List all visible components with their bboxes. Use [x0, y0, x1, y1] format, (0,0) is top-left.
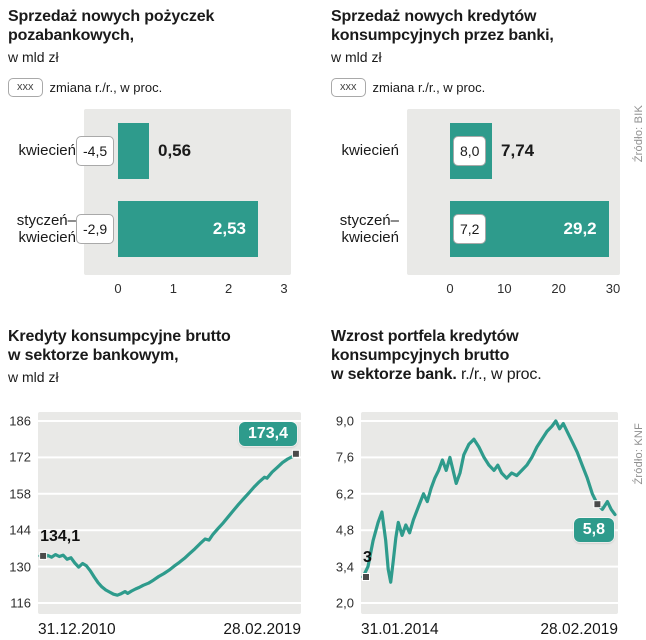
x-axis-start-date: 31.01.2014	[361, 621, 439, 638]
y-tick-label: 186	[9, 413, 31, 429]
chart-title-text: Kredyty konsumpcyjne brutto w sektorze b…	[8, 328, 231, 364]
y-tick-label: 130	[9, 559, 31, 575]
plot-column: -4,5 0,56 -2,9 2,53 0 1 2 3	[76, 108, 291, 296]
y-tick-label: 172	[9, 449, 31, 465]
category-axis: kwiecień styczeń– kwiecień	[331, 109, 399, 293]
bar-value-label: 7,74	[501, 140, 535, 160]
y-tick-label: 4,8	[335, 522, 354, 538]
chart-title: Wzrost portfela kredytów konsumpcyjnych …	[331, 328, 631, 385]
x-axis: 31.01.2014 28.02.2019	[361, 621, 618, 639]
x-tick-label: 2	[225, 280, 233, 296]
chart-portfolio-growth: Wzrost portfela kredytów konsumpcyjnych …	[323, 318, 646, 640]
x-axis: 0 1 2 3	[114, 275, 288, 296]
bar-value-label: 0,56	[157, 140, 192, 160]
x-axis: 0 10 20 30	[446, 275, 620, 296]
plot-wrap: 134,1 173,4	[38, 412, 301, 614]
chart-gross-consumer-credit: Kredyty konsumpcyjne brutto w sektorze b…	[0, 318, 323, 640]
bar-row: -2,9 2,53	[76, 200, 284, 257]
end-value-badge: 173,4	[238, 421, 297, 446]
plot-area: 8,0 7,74 7,2 29,2	[450, 109, 613, 275]
chart-subtitle: w mld zł	[8, 48, 59, 65]
start-value-label: 3	[363, 549, 372, 566]
plot-column: 8,0 7,74 7,2 29,2 0 10 20 30	[407, 108, 620, 296]
chart-nonbank-loan-sales: Sprzedaż nowych pożyczek pozabankowych, …	[0, 0, 323, 318]
start-value-label: 134,1	[40, 527, 81, 545]
bar-value-label: 2,53	[212, 218, 246, 238]
change-badge: -4,5	[76, 135, 115, 166]
x-tick-label: 30	[605, 280, 621, 296]
change-badge: -2,9	[76, 213, 115, 244]
y-tick-label: 116	[10, 595, 31, 611]
line-chart: 9,0 7,6 6,2 4,8 3,4 2,0 3 5,8	[331, 412, 646, 614]
bar-row: 7,2 29,2	[450, 200, 613, 257]
y-tick-label: 144	[9, 522, 31, 538]
y-tick-label: 9,0	[335, 413, 354, 429]
chart-bank-credit-sales: Sprzedaż nowych kredytów konsumpcyjnych …	[323, 0, 646, 318]
plot-background: 8,0 7,74 7,2 29,2	[407, 108, 620, 275]
category-axis: kwiecień styczeń– kwiecień	[8, 109, 76, 293]
category-label-kwiecien: kwiecień	[341, 142, 399, 160]
category-label-styczen-kwiecien: styczeń– kwiecień	[16, 211, 76, 246]
y-tick-label: 2,0	[335, 595, 354, 611]
y-tick-label: 6,2	[335, 486, 354, 502]
change-badge: 8,0	[453, 135, 487, 166]
line-chart: 186 172 158 144 130 116 134,1 173,4	[8, 412, 323, 614]
chart-title: Sprzedaż nowych kredytów konsumpcyjnych …	[331, 8, 636, 46]
chart-title-text: Sprzedaż nowych pożyczek pozabankowych,	[8, 8, 215, 44]
bar-chart: kwiecień styczeń– kwiecień -4,5 0,56 -2,…	[8, 108, 323, 296]
legend-label: zmiana r./r., w proc.	[372, 79, 486, 95]
chart-subtitle: w mld zł	[8, 368, 59, 385]
legend-label: zmiana r./r., w proc.	[49, 79, 163, 95]
title-block: Wzrost portfela kredytów konsumpcyjnych …	[331, 328, 646, 404]
x-axis: 31.12.2010 28.02.2019	[38, 621, 301, 639]
end-value-badge: 5,8	[573, 518, 614, 543]
y-tick-label: 7,6	[335, 449, 354, 465]
x-tick-label: 0	[114, 280, 122, 296]
source-credit-bik: Źródło: BIK	[633, 105, 645, 163]
title-block: Kredyty konsumpcyjne brutto w sektorze b…	[8, 328, 323, 404]
plot-area: -4,5 0,56 -2,9 2,53	[76, 109, 284, 275]
y-axis: 9,0 7,6 6,2 4,8 3,4 2,0	[331, 412, 361, 614]
x-tick-label: 0	[446, 280, 454, 296]
chart-title-tail: r./r., w proc.	[456, 365, 542, 383]
bar-kwiecien	[118, 122, 149, 179]
plot-wrap: 3 5,8	[361, 412, 618, 614]
source-credit-knf: Źródło: KNF	[633, 423, 645, 485]
x-axis-end-date: 28.02.2019	[540, 621, 618, 638]
y-axis: 186 172 158 144 130 116	[8, 412, 38, 614]
chart-legend: xxx zmiana r./r., w proc.	[331, 77, 646, 97]
legend-xxx-badge: xxx	[331, 77, 366, 97]
category-label-styczen-kwiecien: styczeń– kwiecień	[339, 211, 399, 246]
chart-title: Sprzedaż nowych pożyczek pozabankowych,	[8, 8, 313, 46]
chart-title-text: Sprzedaż nowych kredytów konsumpcyjnych …	[331, 8, 554, 44]
x-axis-end-date: 28.02.2019	[223, 621, 301, 638]
bar-row: -4,5 0,56	[76, 122, 284, 179]
x-tick-label: 3	[280, 280, 288, 296]
bar-styczen-kwiecien	[118, 200, 258, 257]
x-tick-label: 1	[169, 280, 177, 296]
bar-value-label: 29,2	[563, 218, 597, 238]
chart-title: Kredyty konsumpcyjne brutto w sektorze b…	[8, 328, 258, 366]
bar-chart: kwiecień styczeń– kwiecień 8,0 7,74 7,2	[331, 108, 646, 296]
legend-xxx-badge: xxx	[8, 77, 43, 97]
y-tick-label: 3,4	[335, 559, 354, 575]
category-label-kwiecien: kwiecień	[18, 142, 76, 160]
change-badge: 7,2	[453, 213, 487, 244]
line-chart-svg	[38, 420, 301, 604]
plot-area	[361, 412, 618, 614]
y-tick-label: 158	[9, 486, 31, 502]
x-tick-label: 20	[551, 280, 566, 296]
chart-legend: xxx zmiana r./r., w proc.	[8, 77, 323, 97]
plot-background: -4,5 0,56 -2,9 2,53	[76, 108, 291, 275]
chart-title-text: Wzrost portfela kredytów konsumpcyjnych …	[331, 328, 519, 383]
line-chart-svg	[361, 419, 618, 604]
x-tick-label: 10	[497, 280, 512, 296]
bar-row: 8,0 7,74	[450, 122, 613, 179]
chart-subtitle: w mld zł	[331, 48, 382, 65]
x-axis-start-date: 31.12.2010	[38, 621, 116, 638]
